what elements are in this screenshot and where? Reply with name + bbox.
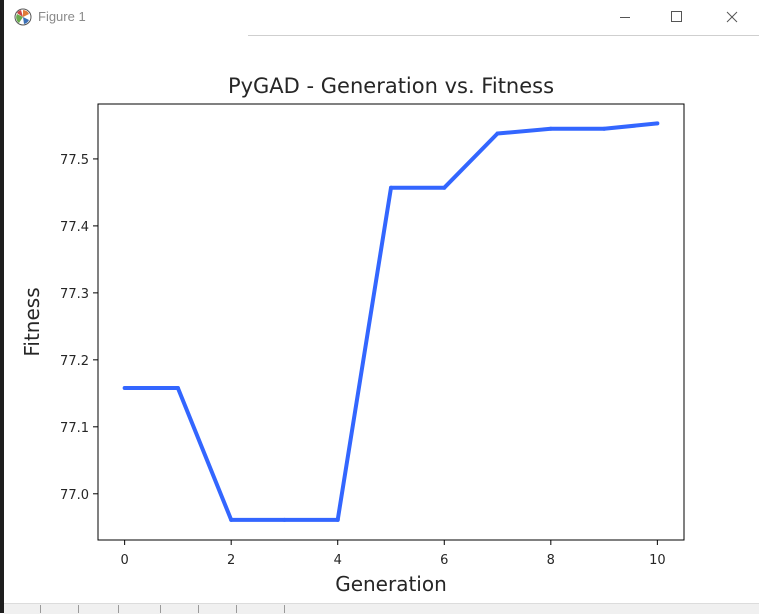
close-button[interactable] bbox=[709, 0, 755, 34]
y-tick-label: 77.4 bbox=[60, 220, 89, 235]
figure-toolbar bbox=[4, 603, 759, 614]
fitness-series-line bbox=[124, 121, 658, 522]
x-axis: 0 2 4 6 8 10 bbox=[120, 540, 666, 568]
x-tick-label: 4 bbox=[334, 553, 342, 568]
data-point bbox=[335, 517, 340, 522]
plot-frame bbox=[97, 103, 685, 541]
toolbar-separator bbox=[160, 605, 161, 613]
background-window-edge bbox=[0, 0, 4, 613]
data-point bbox=[229, 517, 234, 522]
toolbar-separator bbox=[236, 605, 237, 613]
y-tick-label: 77.0 bbox=[60, 488, 89, 503]
data-point bbox=[655, 121, 660, 126]
x-tick-label: 0 bbox=[120, 553, 128, 568]
data-point bbox=[495, 131, 500, 136]
x-tick-label: 2 bbox=[227, 553, 235, 568]
toolbar-separator bbox=[198, 605, 199, 613]
y-axis: 77.0 77.1 77.2 77.3 77.4 77.5 bbox=[60, 153, 98, 503]
maximize-button[interactable] bbox=[654, 0, 700, 34]
data-point bbox=[175, 385, 180, 390]
y-tick-label: 77.5 bbox=[60, 153, 89, 168]
minimize-icon bbox=[620, 17, 630, 18]
close-icon bbox=[726, 11, 738, 23]
window-titlebar[interactable]: Figure 1 bbox=[4, 0, 759, 36]
toolbar-separator bbox=[284, 605, 285, 613]
data-point bbox=[389, 185, 393, 190]
figure-canvas[interactable] bbox=[4, 36, 759, 603]
toolbar-separator bbox=[40, 605, 41, 613]
y-tick-label: 77.2 bbox=[60, 354, 89, 369]
matplotlib-icon bbox=[14, 8, 32, 26]
x-tick-label: 6 bbox=[440, 553, 448, 568]
data-point bbox=[548, 126, 553, 131]
y-tick-label: 77.3 bbox=[60, 287, 89, 302]
data-point bbox=[602, 126, 607, 131]
window-title: Figure 1 bbox=[38, 9, 86, 24]
titlebar-divider bbox=[248, 35, 759, 36]
data-point bbox=[122, 385, 127, 390]
x-axis-title: Generation bbox=[335, 572, 447, 596]
data-point bbox=[282, 517, 287, 522]
y-axis-title: Fitness bbox=[20, 287, 44, 356]
toolbar-separator bbox=[118, 605, 119, 613]
toolbar-separator bbox=[78, 605, 79, 613]
x-tick-label: 8 bbox=[547, 553, 555, 568]
chart-title: PyGAD - Generation vs. Fitness bbox=[228, 74, 554, 98]
maximize-icon bbox=[671, 11, 682, 22]
data-point bbox=[442, 185, 447, 190]
y-tick-label: 77.1 bbox=[60, 421, 89, 436]
minimize-button[interactable] bbox=[602, 0, 648, 34]
x-tick-label: 10 bbox=[649, 553, 666, 568]
series-points bbox=[122, 121, 660, 522]
